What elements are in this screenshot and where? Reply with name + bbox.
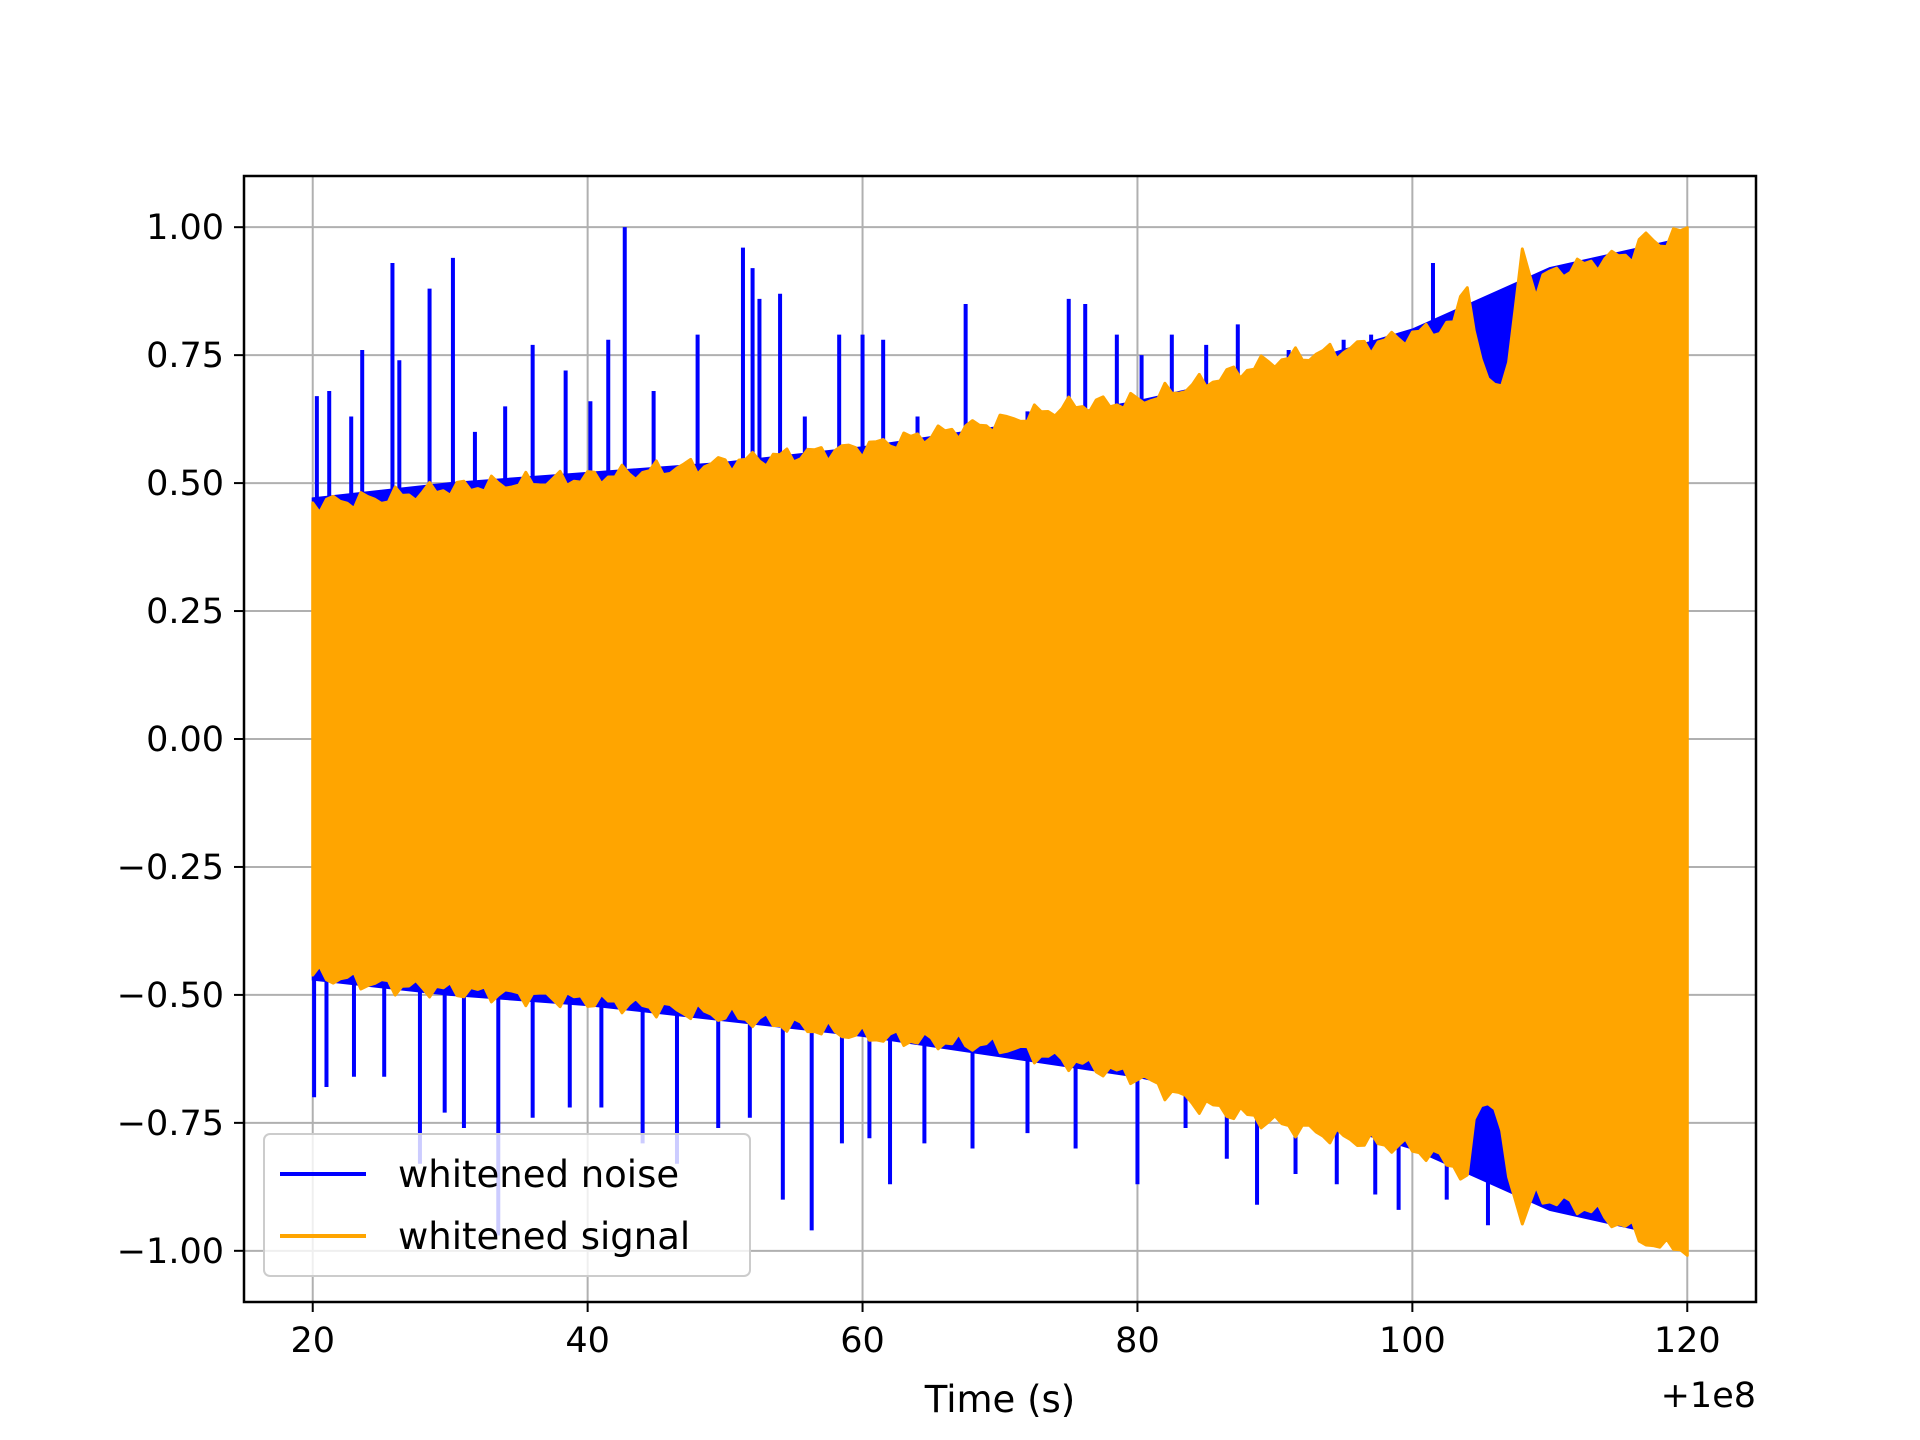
x-tick-label: 60: [840, 1321, 885, 1361]
x-tick-label: 100: [1379, 1321, 1446, 1361]
signal-envelope: [311, 226, 1689, 1257]
legend-label-whitened-noise: whitened noise: [398, 1153, 679, 1196]
y-tick-label: 0.25: [146, 592, 224, 632]
series-whitened-signal: [311, 226, 1689, 1257]
x-tick-label: 80: [1115, 1321, 1160, 1361]
y-tick-label: −0.75: [117, 1104, 224, 1144]
x-tick-label: 120: [1654, 1321, 1721, 1361]
legend-box: [263, 1133, 751, 1277]
y-tick-label: 1.00: [146, 208, 224, 248]
legend-label-whitened-signal: whitened signal: [398, 1215, 690, 1258]
legend: whitened noise whitened signal: [263, 1133, 751, 1277]
y-tick-label: 0.75: [146, 336, 224, 376]
x-tick-label: 20: [290, 1321, 335, 1361]
x-tick-label: 40: [565, 1321, 610, 1361]
plot-area: 20 40 60 80 100 120 1.00 0.75 0.50 0.25 0.00 −0.25 −…: [117, 174, 1758, 1361]
y-tick-label: −0.25: [117, 848, 224, 888]
series-layer: [311, 226, 1689, 1257]
x-offset-label: +1e8: [1661, 1376, 1756, 1416]
ticks: 20 40 60 80 100 120 1.00 0.75 0.50 0.25 0.00 −0.25 −…: [117, 208, 1721, 1361]
y-tick-label: 0.00: [146, 720, 224, 760]
x-axis-label: Time (s): [924, 1378, 1075, 1421]
y-tick-label: −0.50: [117, 976, 224, 1016]
y-tick-label: −1.00: [117, 1232, 224, 1272]
y-tick-label: 0.50: [146, 464, 224, 504]
